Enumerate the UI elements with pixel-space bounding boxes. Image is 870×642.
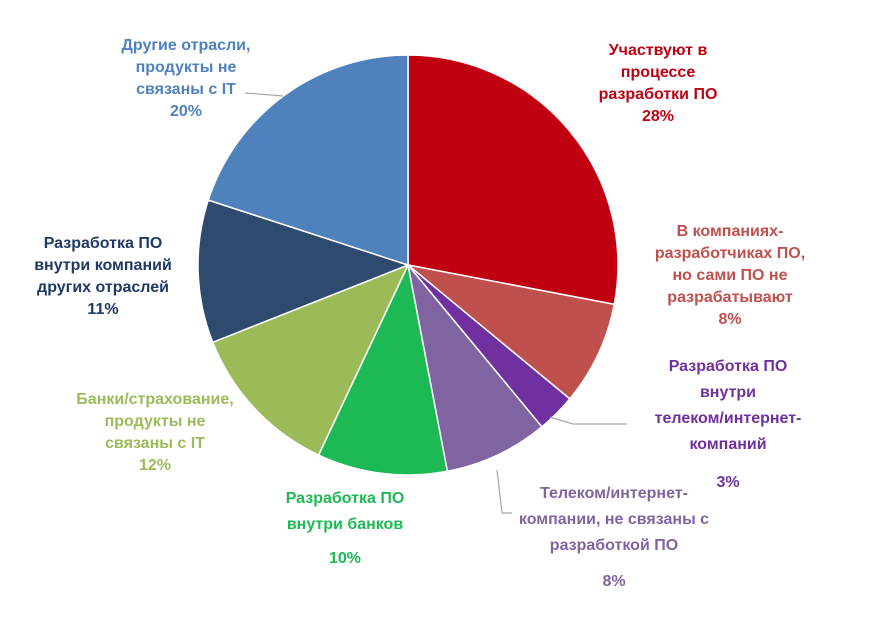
- leader-line-3: [549, 416, 627, 425]
- pie-slice-8: [207, 54, 409, 267]
- slice-percent-label: 10%: [329, 550, 361, 567]
- slice-label-1: Участвуют в процессе разработки ПО 28%: [599, 42, 718, 125]
- slice-percent-label: 3%: [716, 474, 739, 491]
- slice-label-line: процессе: [621, 64, 696, 81]
- leader-lines: [244, 92, 627, 514]
- slice-label-line: разрабатывают: [667, 289, 793, 306]
- pie-slice-6: [211, 263, 410, 457]
- slice-percent-label: 11%: [87, 301, 118, 318]
- slice-percent-label: 12%: [139, 457, 171, 474]
- slice-label-line: связаны с IT: [136, 81, 236, 98]
- slice-labels: Участвуют в процессе разработки ПО 28% В ком…: [34, 37, 805, 590]
- pie-slice-1: [407, 54, 619, 306]
- slice-label-6: Банки/страхование, продукты не связаны с I…: [76, 391, 233, 474]
- leader-line-4: [496, 469, 512, 514]
- slice-label-line: Участвуют в: [609, 42, 708, 59]
- slice-label-line: разработкой ПО: [550, 537, 678, 554]
- slice-label-line: Разработка ПО: [286, 490, 405, 507]
- slice-label-line: разработки ПО: [599, 86, 718, 103]
- slice-label-line: В компаниях-: [677, 223, 784, 240]
- slice-label-line: продукты не: [105, 413, 206, 430]
- slice-label-line: Телеком/интернет-: [540, 485, 688, 502]
- slice-label-line: продукты не: [136, 59, 237, 76]
- leader-line-8: [244, 92, 284, 97]
- slice-label-line: разработчиках ПО,: [655, 245, 805, 262]
- slice-label-5: Разработка ПО внутри банков 10%: [286, 490, 405, 567]
- slice-percent-label: 28%: [642, 108, 674, 125]
- slice-label-line: других отраслей: [37, 279, 169, 296]
- slice-label-8: Другие отрасли, продукты не связаны с IT 20…: [122, 37, 251, 120]
- pie-slice-4: [407, 264, 543, 473]
- slice-label-line: внутри банков: [287, 516, 404, 533]
- slice-label-line: телеком/интернет-: [655, 410, 802, 427]
- pie-slice-2: [407, 264, 616, 400]
- slice-label-line: внутри: [700, 384, 756, 401]
- slice-label-line: Банки/страхование,: [76, 391, 233, 408]
- slice-label-line: внутри компаний: [34, 257, 172, 274]
- slice-label-line: компании, не связаны с: [519, 511, 709, 528]
- slice-label-4: Телеком/интернет-компании, не связаны с р…: [519, 485, 709, 590]
- slice-label-line: Другие отрасли,: [122, 37, 251, 54]
- slice-label-line: Разработка ПО: [44, 235, 163, 252]
- pie-slice-7: [197, 199, 411, 344]
- slice-label-7: Разработка ПО внутри компаний других отрас…: [34, 235, 172, 318]
- pie-slice-5: [317, 262, 449, 476]
- pie-slices: [197, 54, 619, 476]
- slice-label-2: В компаниях-разработчиках ПО, но сами ПО …: [655, 223, 805, 328]
- slice-percent-label: 8%: [602, 573, 625, 590]
- slice-label-line: Разработка ПО: [669, 358, 788, 375]
- slice-label-line: но сами ПО не: [673, 267, 788, 284]
- slice-percent-label: 20%: [170, 103, 202, 120]
- slice-label-line: связаны с IT: [105, 435, 205, 452]
- slice-label-3: Разработка ПО внутри телеком/интернет-комп…: [655, 358, 802, 491]
- slice-percent-label: 8%: [718, 311, 741, 328]
- slice-label-line: компаний: [689, 436, 766, 453]
